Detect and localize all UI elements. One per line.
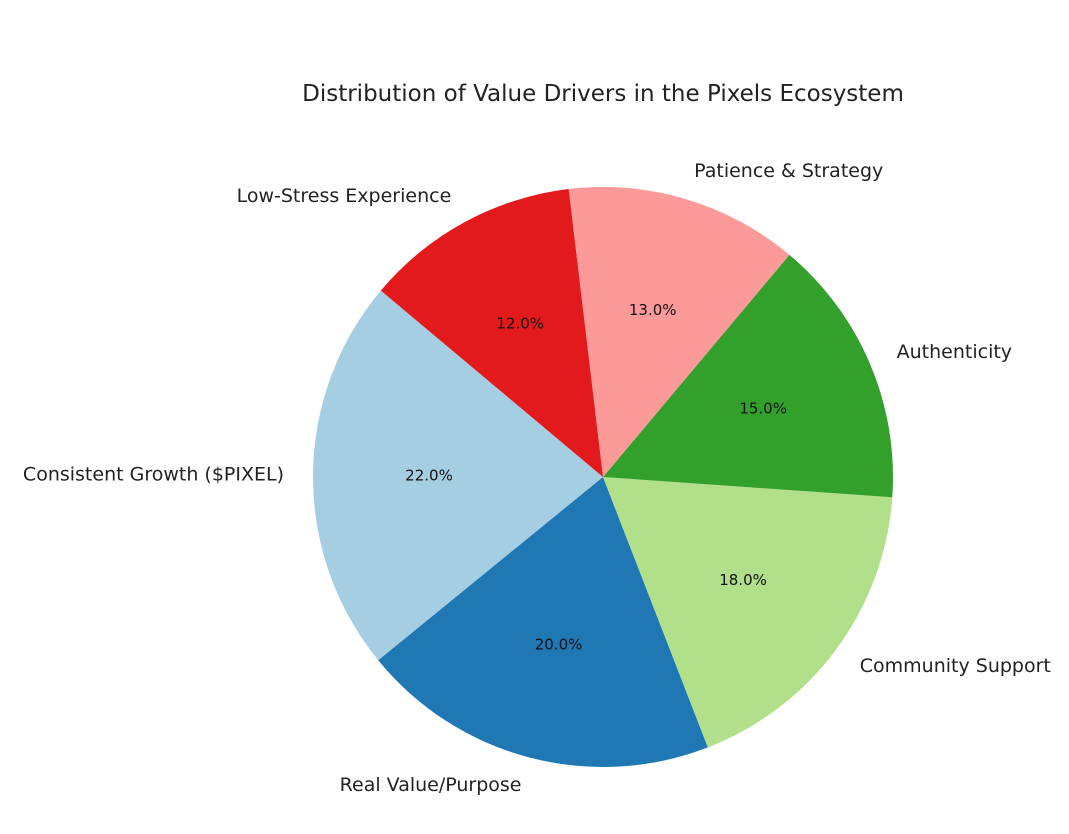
pie-slice-patience-strategy bbox=[568, 186, 790, 477]
slice-label: Community Support bbox=[860, 655, 1051, 677]
slice-label: Authenticity bbox=[897, 341, 1012, 363]
pie-slice-low-stress-experience bbox=[380, 189, 603, 477]
percentage-label: 15.0% bbox=[739, 400, 787, 418]
percentage-label: 13.0% bbox=[629, 301, 677, 319]
pie-slice-authenticity bbox=[603, 254, 893, 498]
percentage-label: 18.0% bbox=[719, 571, 767, 589]
pie-slices bbox=[313, 186, 893, 768]
pie-slice-consistent-growth-pixel bbox=[313, 290, 603, 661]
slice-label: Patience & Strategy bbox=[694, 160, 883, 182]
slice-labels: Consistent Growth ($PIXEL) Real Value/Pur… bbox=[23, 160, 1051, 796]
chart-title: Distribution of Value Drivers in the Pix… bbox=[302, 81, 904, 107]
slice-label: Low-Stress Experience bbox=[237, 185, 452, 207]
percentage-label: 22.0% bbox=[405, 466, 453, 484]
percentage-label: 20.0% bbox=[535, 636, 583, 654]
pie-slice-real-value-purpose bbox=[378, 477, 708, 768]
percentage-label: 12.0% bbox=[496, 314, 544, 332]
percentage-labels: 22.0% 20.0% 18.0% 15.0% 13.0% 12.0% bbox=[405, 301, 787, 654]
pie-slice-community-support bbox=[603, 477, 893, 748]
slice-label: Real Value/Purpose bbox=[340, 774, 522, 796]
slice-label: Consistent Growth ($PIXEL) bbox=[23, 463, 284, 485]
